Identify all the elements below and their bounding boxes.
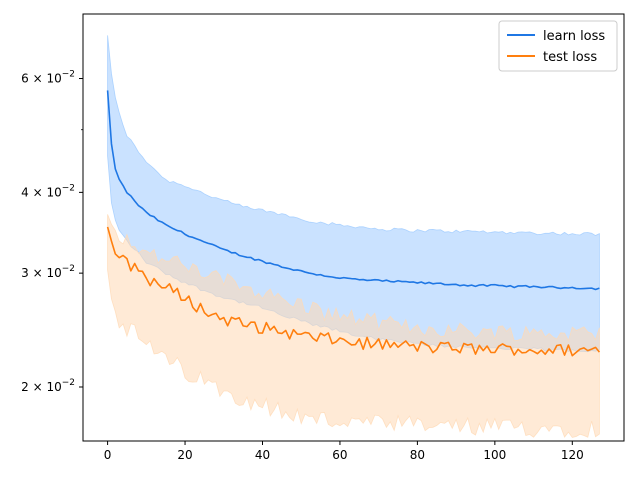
line-test-loss — [106, 226, 601, 357]
x-axis: 0 20 40 60 80 100 120 — [104, 441, 584, 462]
x-tick-label-20: 20 — [177, 448, 192, 462]
band-test-loss — [107, 214, 600, 438]
line-learn-loss — [106, 90, 600, 291]
x-tick-label-100: 100 — [483, 448, 506, 462]
x-tick-label-120: 120 — [561, 448, 584, 462]
y-tick-label-2: 2 × 10−2 — [21, 378, 75, 394]
legend-box — [498, 20, 618, 72]
y-tick-label-6: 6 × 10−2 — [21, 70, 75, 86]
y-tick-label-3: 3 × 10−2 — [21, 264, 75, 280]
x-tick-label-60: 60 — [332, 448, 347, 462]
legend-label-learn-loss: learn loss — [543, 29, 605, 44]
series-lines — [106, 90, 601, 357]
plot-frame — [82, 13, 625, 442]
x-tick-label-0: 0 — [104, 448, 112, 462]
x-tick-label-80: 80 — [410, 448, 425, 462]
confidence-bands — [107, 35, 600, 438]
y-axis: 2 × 10−2 3 × 10−2 4 × 10−2 6 × 10−2 — [21, 70, 83, 394]
x-tick-label-40: 40 — [255, 448, 270, 462]
legend-label-test-loss: test loss — [543, 50, 597, 65]
legend: learn loss test loss — [498, 20, 618, 72]
y-tick-label-4: 4 × 10−2 — [21, 183, 75, 199]
